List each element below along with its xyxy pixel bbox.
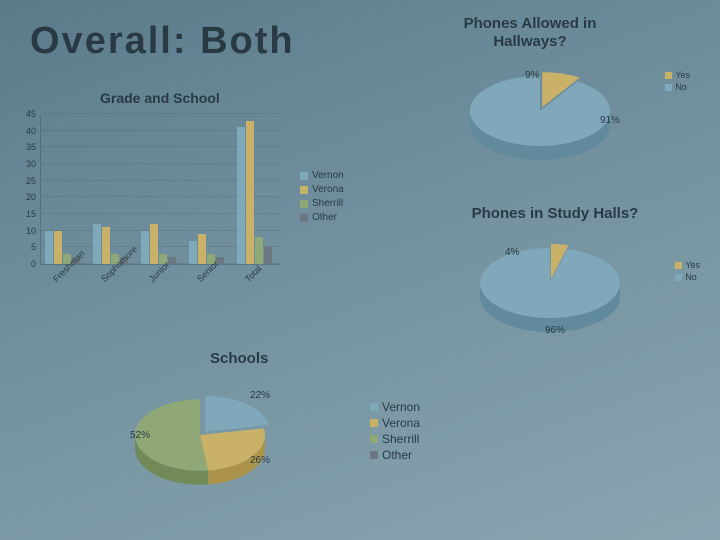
x-tick-label: Total <box>243 264 264 285</box>
bar-group <box>237 121 277 264</box>
bar-group <box>141 224 181 264</box>
bar <box>246 121 254 264</box>
legend-item: Vernon <box>300 170 344 181</box>
bar-chart-title: Grade and School <box>100 90 220 106</box>
hallways-yes-pct: 9% <box>525 70 539 81</box>
bar <box>54 231 62 264</box>
legend-item: Verona <box>300 184 344 195</box>
schools-vernon-pct: 22% <box>250 390 270 401</box>
y-tick-label: 0 <box>31 259 36 269</box>
y-tick-label: 20 <box>26 192 36 202</box>
studyhalls-pie-svg <box>460 228 640 338</box>
pie-slice <box>470 76 610 146</box>
pie-slice <box>480 248 620 318</box>
bar <box>45 231 53 264</box>
legend-item: Yes <box>675 260 700 270</box>
y-tick-label: 35 <box>26 142 36 152</box>
bar <box>264 247 272 264</box>
bar-chart-legend: Vernon Verona Sherrill Other <box>300 170 344 226</box>
hallways-no-pct: 91% <box>600 115 620 126</box>
legend-item: Verona <box>370 416 420 430</box>
hallways-pie-legend: Yes No <box>665 70 690 94</box>
y-tick-label: 25 <box>26 176 36 186</box>
y-tick-label: 30 <box>26 159 36 169</box>
bar <box>255 237 263 264</box>
y-tick-label: 40 <box>26 126 36 136</box>
legend-item: Other <box>300 212 344 223</box>
bar <box>198 234 206 264</box>
pie-slice <box>205 396 269 432</box>
studyhalls-pie-legend: Yes No <box>675 260 700 284</box>
schools-sherrill-pct: 52% <box>130 430 150 441</box>
bar <box>189 241 197 264</box>
bar <box>93 224 101 264</box>
hallways-pie-chart: Phones Allowed in Hallways? Yes No 9% 91% <box>430 15 700 166</box>
legend-item: Yes <box>665 70 690 80</box>
schools-verona-pct: 26% <box>250 455 270 466</box>
bar <box>141 231 149 264</box>
y-tick-label: 5 <box>31 242 36 252</box>
schools-pie-legend: Vernon Verona Sherrill Other <box>370 400 420 464</box>
studyhalls-pie-title: Phones in Study Halls? <box>470 205 640 223</box>
studyhalls-no-pct: 96% <box>545 325 565 336</box>
legend-item: Vernon <box>370 400 420 414</box>
bar <box>102 227 110 264</box>
schools-pie-title: Schools <box>210 350 268 367</box>
y-tick-label: 15 <box>26 209 36 219</box>
legend-item: No <box>675 272 700 282</box>
studyhalls-yes-pct: 4% <box>505 247 519 258</box>
bar <box>150 224 158 264</box>
hallways-pie-svg <box>450 56 630 166</box>
legend-item: Sherrill <box>370 432 420 446</box>
y-tick-label: 10 <box>26 226 36 236</box>
bar <box>168 257 176 264</box>
studyhalls-pie-chart: Phones in Study Halls? Yes No 4% 96% <box>440 205 710 338</box>
hallways-pie-title: Phones Allowed in Hallways? <box>440 15 620 51</box>
y-tick-label: 45 <box>26 109 36 119</box>
legend-item: Sherrill <box>300 198 344 209</box>
bar-group <box>189 234 229 264</box>
legend-item: No <box>665 82 690 92</box>
grade-school-bar-chart: 051015202530354045FreshmanSophomoreJunio… <box>20 115 280 285</box>
schools-pie-chart: 22% 26% 52% <box>110 380 360 500</box>
bar <box>237 127 245 264</box>
legend-item: Other <box>370 448 420 462</box>
page-title: Overall: Both <box>30 20 295 63</box>
